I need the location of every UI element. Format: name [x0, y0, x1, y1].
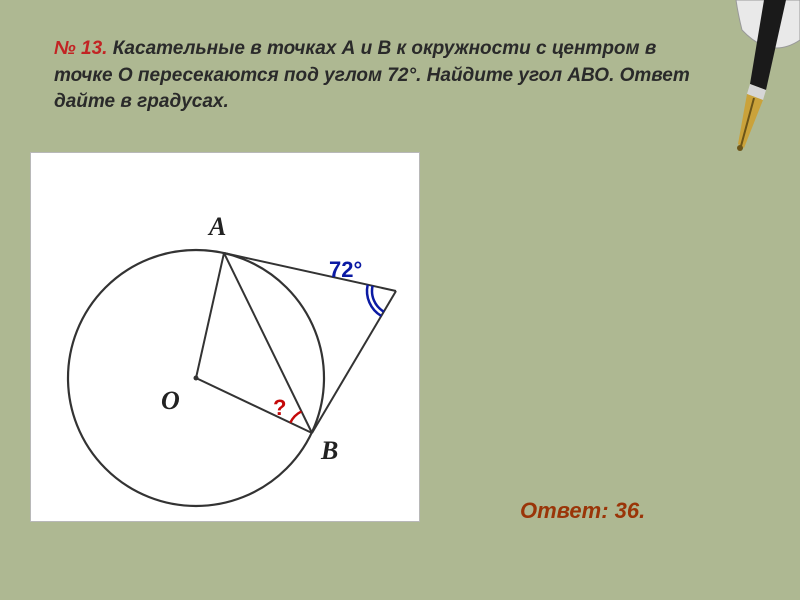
answer-label: Ответ: 36. [520, 498, 645, 523]
pen-icon [708, 0, 800, 160]
geometry-figure: A B O 72°? [30, 152, 420, 522]
svg-text:72°: 72° [329, 257, 362, 282]
figure-svg: A B O 72°? [31, 153, 421, 523]
problem-number: № 13. [54, 38, 107, 59]
problem-text: № 13. Касательные в точках А и В к окруж… [0, 0, 800, 132]
svg-text:B: B [320, 436, 338, 465]
svg-text:A: A [207, 212, 226, 241]
answer-text: Ответ: 36. [520, 498, 645, 524]
svg-text:?: ? [273, 395, 286, 420]
svg-text:O: O [161, 386, 180, 415]
problem-body: Касательные в точках А и В к окружности … [54, 38, 690, 112]
